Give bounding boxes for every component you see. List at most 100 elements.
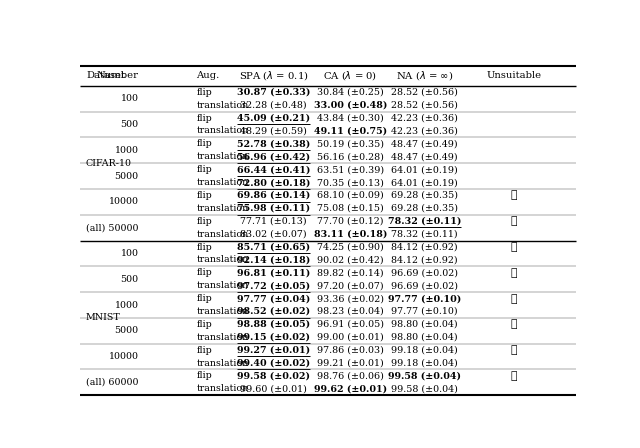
Text: translation: translation <box>196 358 249 367</box>
Text: (all) 60000: (all) 60000 <box>86 378 138 387</box>
Text: ✓: ✓ <box>511 293 517 304</box>
Text: MNIST: MNIST <box>86 314 121 323</box>
Text: 98.23 (±0.04): 98.23 (±0.04) <box>317 307 384 316</box>
Text: ✓: ✓ <box>511 319 517 329</box>
Text: (all) 50000: (all) 50000 <box>86 223 138 232</box>
Text: 500: 500 <box>120 120 138 129</box>
Text: 96.69 (±0.02): 96.69 (±0.02) <box>391 268 458 277</box>
Text: translation: translation <box>196 384 249 393</box>
Text: 28.52 (±0.56): 28.52 (±0.56) <box>391 88 458 97</box>
Text: 45.09 (±0.21): 45.09 (±0.21) <box>237 114 310 123</box>
Text: 69.86 (±0.14): 69.86 (±0.14) <box>237 191 310 200</box>
Text: 42.23 (±0.36): 42.23 (±0.36) <box>391 126 458 135</box>
Text: CA ($\lambda$ = 0): CA ($\lambda$ = 0) <box>323 69 378 82</box>
Text: 10000: 10000 <box>109 352 138 361</box>
Text: translation: translation <box>196 333 249 342</box>
Text: 99.27 (±0.01): 99.27 (±0.01) <box>237 346 310 355</box>
Text: flip: flip <box>196 268 212 277</box>
Text: 1000: 1000 <box>115 301 138 310</box>
Text: 78.32 (±0.11): 78.32 (±0.11) <box>392 230 458 239</box>
Text: 97.77 (±0.10): 97.77 (±0.10) <box>388 294 461 303</box>
Text: 99.62 (±0.01): 99.62 (±0.01) <box>314 384 387 393</box>
Text: 63.51 (±0.39): 63.51 (±0.39) <box>317 165 384 174</box>
Text: 97.72 (±0.05): 97.72 (±0.05) <box>237 281 310 290</box>
Text: 92.14 (±0.18): 92.14 (±0.18) <box>237 255 310 264</box>
Text: 48.47 (±0.49): 48.47 (±0.49) <box>392 152 458 161</box>
Text: 64.01 (±0.19): 64.01 (±0.19) <box>391 178 458 187</box>
Text: translation: translation <box>196 281 249 290</box>
Text: 96.81 (±0.11): 96.81 (±0.11) <box>237 268 310 277</box>
Text: translation: translation <box>196 126 249 135</box>
Text: 78.32 (±0.11): 78.32 (±0.11) <box>388 217 461 226</box>
Text: 90.02 (±0.42): 90.02 (±0.42) <box>317 255 383 264</box>
Text: 99.60 (±0.01): 99.60 (±0.01) <box>240 384 307 393</box>
Text: translation: translation <box>196 178 249 187</box>
Text: 32.28 (±0.48): 32.28 (±0.48) <box>240 101 307 110</box>
Text: flip: flip <box>196 217 212 226</box>
Text: 30.87 (±0.33): 30.87 (±0.33) <box>237 88 310 97</box>
Text: 83.02 (±0.07): 83.02 (±0.07) <box>240 230 307 239</box>
Text: 97.86 (±0.03): 97.86 (±0.03) <box>317 346 384 355</box>
Text: 10000: 10000 <box>109 198 138 207</box>
Text: ✓: ✓ <box>511 216 517 226</box>
Text: flip: flip <box>196 88 212 97</box>
Text: 99.18 (±0.04): 99.18 (±0.04) <box>391 346 458 355</box>
Text: 93.36 (±0.02): 93.36 (±0.02) <box>317 294 384 303</box>
Text: 69.28 (±0.35): 69.28 (±0.35) <box>391 204 458 213</box>
Text: 99.21 (±0.01): 99.21 (±0.01) <box>317 358 384 367</box>
Text: translation: translation <box>196 307 249 316</box>
Text: 99.18 (±0.04): 99.18 (±0.04) <box>391 358 458 367</box>
Text: 77.71 (±0.13): 77.71 (±0.13) <box>240 217 307 226</box>
Text: ✓: ✓ <box>511 190 517 200</box>
Text: flip: flip <box>196 114 212 123</box>
Text: 99.58 (±0.04): 99.58 (±0.04) <box>391 384 458 393</box>
Text: ✓: ✓ <box>511 345 517 355</box>
Text: flip: flip <box>196 242 212 251</box>
Text: ✓: ✓ <box>511 268 517 278</box>
Text: 99.00 (±0.01): 99.00 (±0.01) <box>317 333 384 342</box>
Text: 66.44 (±0.41): 66.44 (±0.41) <box>237 165 310 174</box>
Text: 99.58 (±0.04): 99.58 (±0.04) <box>388 371 461 380</box>
Text: 98.80 (±0.04): 98.80 (±0.04) <box>392 333 458 342</box>
Text: 69.28 (±0.35): 69.28 (±0.35) <box>391 191 458 200</box>
Text: 48.47 (±0.49): 48.47 (±0.49) <box>392 139 458 148</box>
Text: NA ($\lambda$ = $\infty$): NA ($\lambda$ = $\infty$) <box>396 69 453 82</box>
Text: 75.98 (±0.11): 75.98 (±0.11) <box>237 204 310 213</box>
Text: 5000: 5000 <box>115 172 138 181</box>
Text: 99.15 (±0.02): 99.15 (±0.02) <box>237 333 310 342</box>
Text: 98.88 (±0.05): 98.88 (±0.05) <box>237 320 310 329</box>
Text: flip: flip <box>196 371 212 380</box>
Text: 72.80 (±0.18): 72.80 (±0.18) <box>237 178 310 187</box>
Text: 89.82 (±0.14): 89.82 (±0.14) <box>317 268 383 277</box>
Text: 99.58 (±0.02): 99.58 (±0.02) <box>237 371 310 380</box>
Text: 64.01 (±0.19): 64.01 (±0.19) <box>391 165 458 174</box>
Text: 96.69 (±0.02): 96.69 (±0.02) <box>391 281 458 290</box>
Text: 30.84 (±0.25): 30.84 (±0.25) <box>317 88 384 97</box>
Text: flip: flip <box>196 320 212 329</box>
Text: 500: 500 <box>120 275 138 284</box>
Text: 97.77 (±0.04): 97.77 (±0.04) <box>237 294 310 303</box>
Text: 99.40 (±0.02): 99.40 (±0.02) <box>237 358 310 367</box>
Text: 5000: 5000 <box>115 326 138 335</box>
Text: 83.11 (±0.18): 83.11 (±0.18) <box>314 230 387 239</box>
Text: flip: flip <box>196 165 212 174</box>
Text: 98.52 (±0.02): 98.52 (±0.02) <box>237 307 310 316</box>
Text: 85.71 (±0.65): 85.71 (±0.65) <box>237 242 310 251</box>
Text: 68.10 (±0.09): 68.10 (±0.09) <box>317 191 384 200</box>
Text: 50.19 (±0.35): 50.19 (±0.35) <box>317 139 384 148</box>
Text: flip: flip <box>196 139 212 148</box>
Text: Number: Number <box>97 71 138 80</box>
Text: flip: flip <box>196 191 212 200</box>
Text: 49.11 (±0.75): 49.11 (±0.75) <box>314 126 387 135</box>
Text: 77.70 (±0.12): 77.70 (±0.12) <box>317 217 383 226</box>
Text: Dataset: Dataset <box>86 71 125 80</box>
Text: 70.35 (±0.13): 70.35 (±0.13) <box>317 178 384 187</box>
Text: Aug.: Aug. <box>196 71 220 80</box>
Text: 52.78 (±0.38): 52.78 (±0.38) <box>237 139 310 148</box>
Text: translation: translation <box>196 255 249 264</box>
Text: flip: flip <box>196 294 212 303</box>
Text: 1000: 1000 <box>115 146 138 155</box>
Text: 43.84 (±0.30): 43.84 (±0.30) <box>317 114 384 123</box>
Text: 42.23 (±0.36): 42.23 (±0.36) <box>391 114 458 123</box>
Text: 74.25 (±0.90): 74.25 (±0.90) <box>317 242 384 251</box>
